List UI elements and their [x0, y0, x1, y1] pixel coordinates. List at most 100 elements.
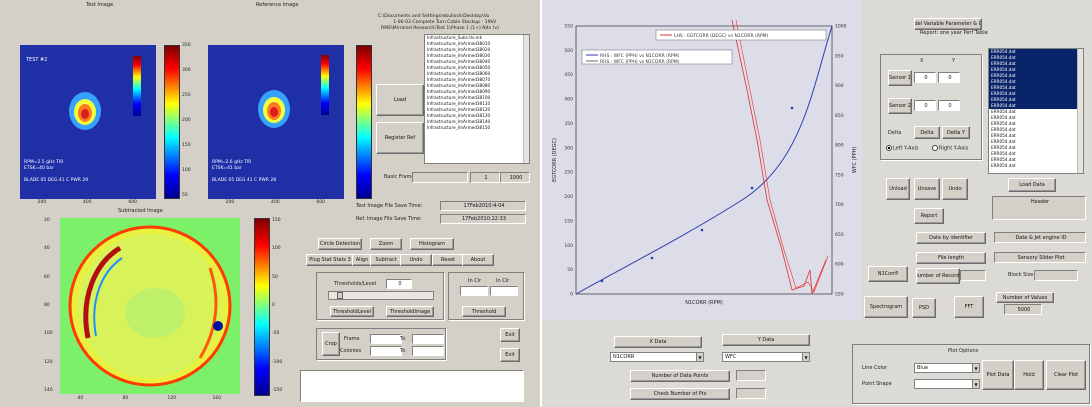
data-file-list-item[interactable]: ERR054.dat: [989, 55, 1083, 61]
report-button[interactable]: Report: [914, 208, 944, 224]
data-file-list-item[interactable]: ERR054.dat: [991, 163, 1016, 168]
sensor1-button[interactable]: Sensor 1: [888, 70, 912, 86]
register-ref-button[interactable]: Register Ref: [376, 122, 424, 154]
threshold-image-button[interactable]: ThresholdImage: [386, 306, 434, 317]
unload-button[interactable]: Unload: [886, 178, 910, 200]
image-file-list-item[interactable]: Infrastructure_ImArmed38020: [427, 47, 491, 52]
sensor2-y[interactable]: 0: [938, 100, 960, 111]
data-file-list-item[interactable]: ERR054.dat: [989, 73, 1083, 79]
subtract-button[interactable]: Subtract: [370, 254, 402, 266]
sensor2-x[interactable]: 0: [914, 100, 936, 111]
radio-right-axis[interactable]: Right Y-Axis: [932, 145, 968, 152]
threshold-button[interactable]: Threshold: [462, 306, 506, 317]
num-records-button[interactable]: Number of Records: [916, 268, 960, 284]
data-file-list-item[interactable]: ERR054.dat: [989, 61, 1083, 67]
model-parameters-button[interactable]: CI Model Variable Parameter & Others: [914, 18, 982, 30]
image-file-list-item[interactable]: Infrastructure_ImArmed38010: [427, 41, 491, 46]
sensor1-y[interactable]: 0: [938, 72, 960, 83]
threshold-slider[interactable]: [328, 291, 434, 300]
data-file-list-item[interactable]: ERR054.dat: [989, 103, 1083, 109]
colonies-from-field[interactable]: [370, 346, 402, 356]
image-file-list-item[interactable]: Infrastructure_ImArmed38080: [427, 83, 491, 88]
radio-left-indicator[interactable]: [886, 145, 892, 151]
image-file-list-item[interactable]: Infrastructure_Subs.tlv.mk: [427, 35, 483, 40]
plug-stats-button[interactable]: Plug Stat Stats 3: [306, 254, 354, 266]
col1-field[interactable]: [460, 286, 488, 296]
col2-field[interactable]: [490, 286, 518, 296]
num-values-button[interactable]: Number of Values: [996, 292, 1054, 303]
delta-button[interactable]: Delta: [914, 126, 940, 139]
data-file-list[interactable]: ERR054.dat ERR054.dat ERR054.dat ERR054.dat…: [988, 48, 1084, 174]
image-file-list-item[interactable]: Infrastructure_ImArmed38100: [427, 95, 491, 100]
image-file-list-item[interactable]: Infrastructure_ImArmed38130: [427, 113, 491, 118]
data-file-list-item[interactable]: ERR054.dat: [991, 115, 1016, 120]
x-data-select[interactable]: N1CORR ▼: [610, 352, 704, 362]
data-file-list-item[interactable]: ERR054.dat: [991, 151, 1016, 156]
file-length-button[interactable]: File length: [916, 252, 986, 264]
data-file-list-item[interactable]: ERR054.dat: [989, 97, 1083, 103]
file-list-scrollbar[interactable]: [523, 35, 529, 163]
image-file-list-item[interactable]: Infrastructure_ImArmed38050: [427, 65, 491, 70]
colonies-to-field[interactable]: [412, 346, 444, 356]
basic-frames-field-a[interactable]: [412, 172, 468, 183]
image-file-list-item[interactable]: Infrastructure_ImArmed38110: [427, 101, 491, 106]
image-file-list-item[interactable]: Infrastructure_ImArmed38150: [427, 125, 491, 130]
align-button[interactable]: Align: [352, 254, 372, 266]
circle-detection-button[interactable]: Circle Detection: [318, 238, 362, 250]
data-file-list-item[interactable]: ERR054.dat: [991, 139, 1016, 144]
image-file-list[interactable]: Infrastructure_Subs.tlv.mk Infrastructure…: [424, 34, 530, 164]
date-identifier-button[interactable]: Date by identifier: [916, 232, 986, 244]
num-data-points-button[interactable]: Number of Data Points: [630, 370, 730, 382]
about-button[interactable]: About: [462, 254, 494, 266]
fft-button[interactable]: FFT: [954, 296, 984, 318]
n1corr-button[interactable]: N1CorrP: [868, 266, 908, 282]
image-file-list-item[interactable]: Infrastructure_ImArmed38040: [427, 59, 491, 64]
threshold-value[interactable]: 0: [386, 279, 412, 289]
reset-button[interactable]: Reset: [432, 254, 464, 266]
basic-frames-field-b[interactable]: 1: [470, 172, 500, 183]
histogram-button[interactable]: Histogram: [410, 238, 454, 250]
sensor2-button[interactable]: Sensor 2: [888, 98, 912, 114]
y-data-button[interactable]: Y Data: [722, 334, 810, 346]
basic-frames-field-c[interactable]: 1000: [500, 172, 530, 183]
zoom-button[interactable]: Zoom: [370, 238, 402, 250]
data-file-list-item[interactable]: ERR054.dat: [989, 67, 1083, 73]
point-shape-select[interactable]: ▼: [914, 379, 980, 389]
load-data-button[interactable]: Load Data: [1008, 178, 1056, 192]
undo-plot-button[interactable]: Undo: [942, 178, 968, 200]
x-data-button[interactable]: X Data: [614, 336, 702, 348]
data-file-list-item[interactable]: ERR054.dat: [991, 145, 1016, 150]
data-file-list-item[interactable]: ERR054.dat: [989, 85, 1083, 91]
hold-button[interactable]: Hold: [1014, 360, 1044, 390]
threshold-level-button[interactable]: ThresholdLevel: [330, 306, 374, 317]
delta-y-button[interactable]: Delta Y: [942, 126, 970, 139]
radio-right-indicator[interactable]: [932, 145, 938, 151]
image-file-list-item[interactable]: Infrastructure_ImArmed38140: [427, 119, 491, 124]
data-file-list-item[interactable]: ERR054.dat: [989, 79, 1083, 85]
crop-button[interactable]: Crop: [322, 332, 340, 356]
image-file-list-item[interactable]: Infrastructure_ImArmed38090: [427, 89, 491, 94]
image-file-list-item[interactable]: Infrastructure_ImArmed38030: [427, 53, 491, 58]
frame-from-field[interactable]: [370, 334, 402, 344]
undo-button[interactable]: Undo: [400, 254, 432, 266]
data-file-list-item[interactable]: ERR054.dat: [991, 127, 1016, 132]
image-file-list-item[interactable]: Infrastructure_ImArmed38120: [427, 107, 491, 112]
radio-left-axis[interactable]: Left Y-Axis: [886, 145, 919, 152]
line-color-select[interactable]: Blue ▼: [914, 363, 980, 373]
psd-button[interactable]: PSD: [912, 298, 936, 318]
image-file-list-item[interactable]: Infrastructure_ImArmed38060: [427, 71, 491, 76]
data-file-list-item[interactable]: ERR054.dat: [991, 109, 1016, 114]
data-file-list-item[interactable]: ERR054.dat: [991, 157, 1016, 162]
exit-button-2[interactable]: Exit: [500, 348, 520, 362]
clear-plot-button[interactable]: Clear Plot: [1046, 360, 1086, 390]
data-file-list-item[interactable]: ERR054.dat: [991, 133, 1016, 138]
exit-button-1[interactable]: Exit: [500, 328, 520, 342]
y-data-select[interactable]: WFC ▼: [722, 352, 810, 362]
plot-data-button[interactable]: Plot Data: [982, 360, 1014, 390]
data-file-list-item[interactable]: ERR054.dat: [989, 49, 1083, 55]
data-file-list-item[interactable]: ERR054.dat: [989, 91, 1083, 97]
frame-to-field[interactable]: [412, 334, 444, 344]
spectrogram-button[interactable]: Spectrogram: [864, 296, 908, 318]
data-file-list-scrollbar[interactable]: [1077, 49, 1083, 173]
unsave-button[interactable]: Unsave: [914, 178, 940, 200]
